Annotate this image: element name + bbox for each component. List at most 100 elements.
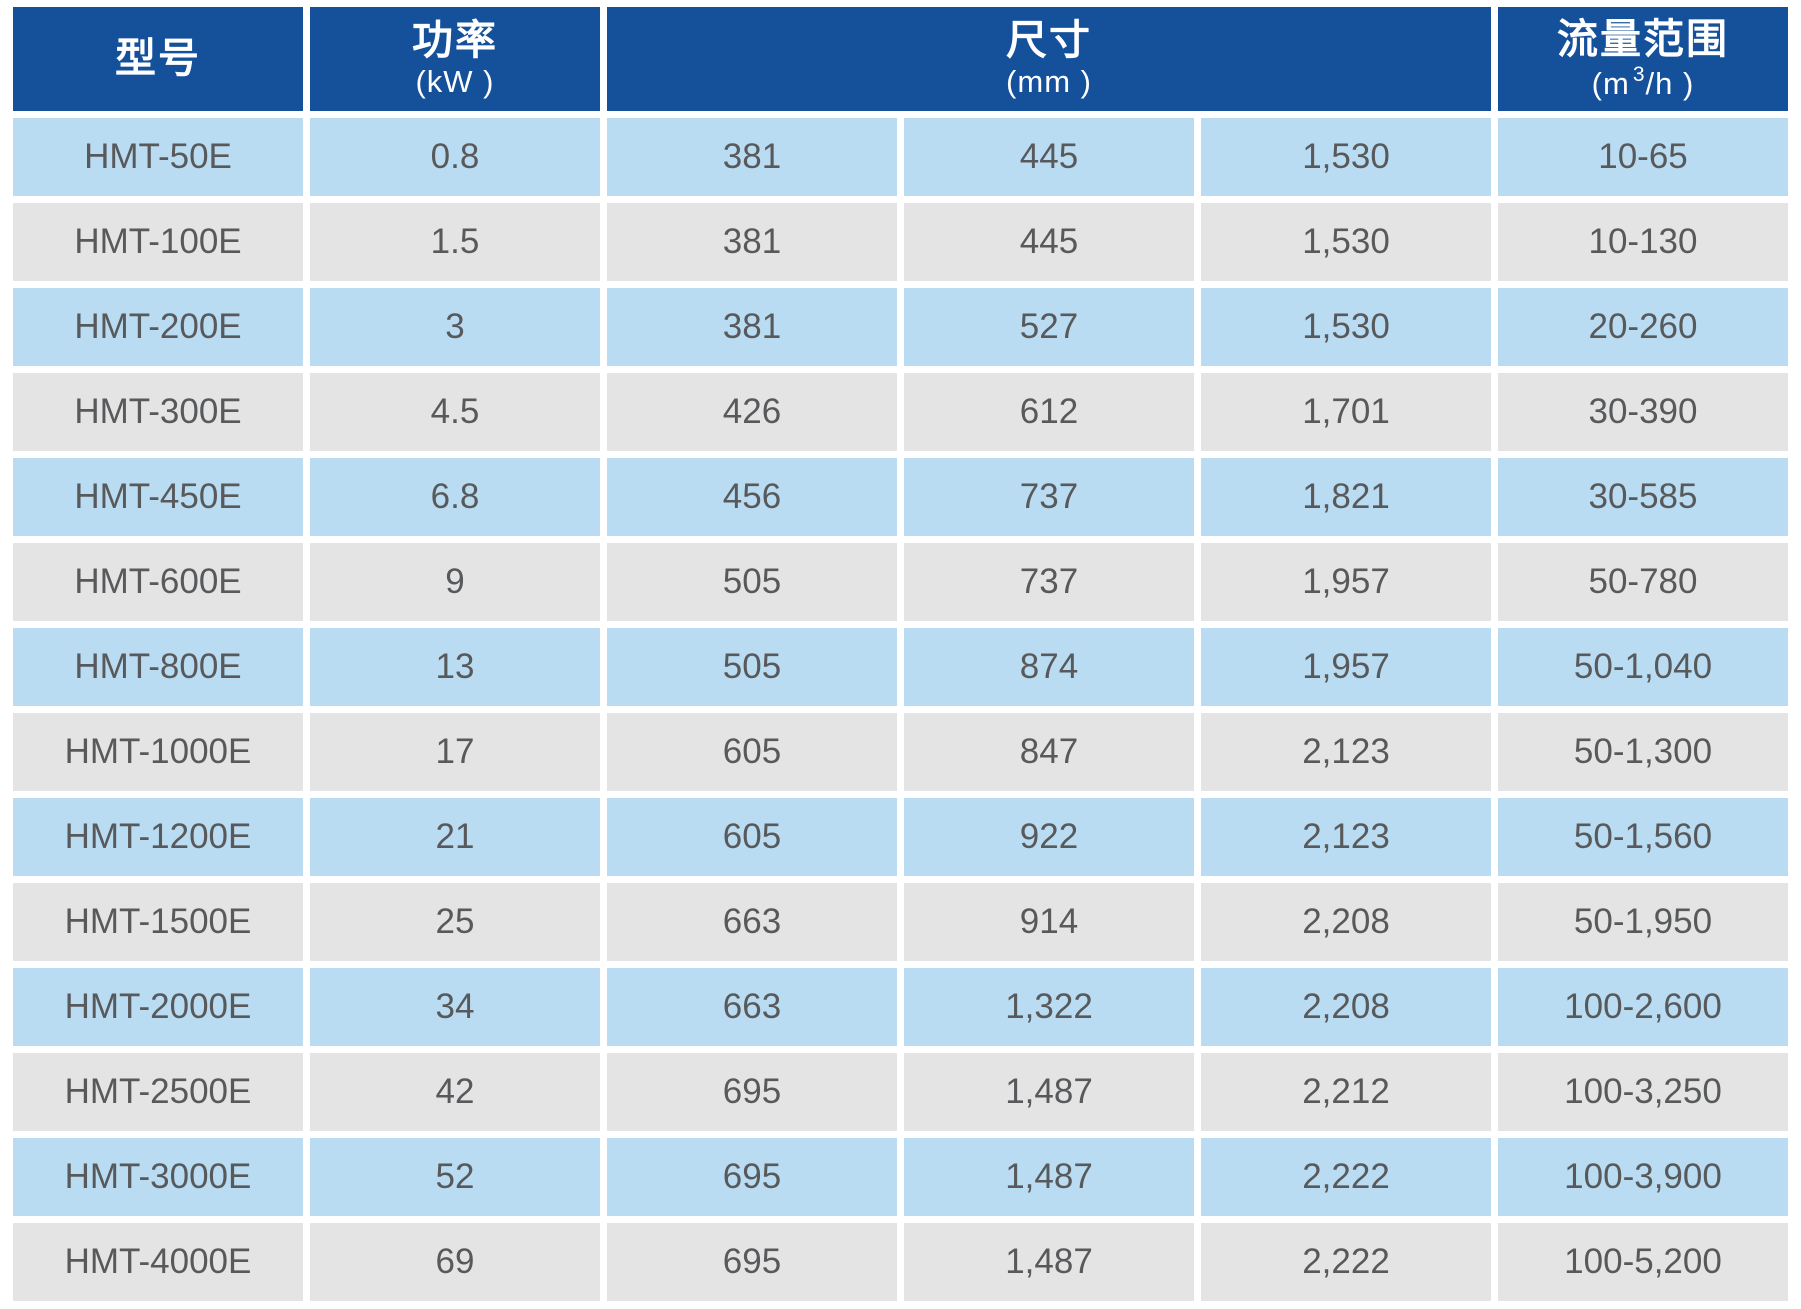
cell-flow: 50-780 [1498,543,1788,621]
cell-model: HMT-450E [13,458,303,536]
cell-flow: 10-65 [1498,118,1788,196]
cell-model: HMT-1000E [13,713,303,791]
cell-dim3: 2,123 [1201,713,1491,791]
cell-dim1: 505 [607,543,897,621]
cell-model: HMT-100E [13,203,303,281]
cell-flow: 20-260 [1498,288,1788,366]
cell-dim3: 2,208 [1201,883,1491,961]
cell-model: HMT-50E [13,118,303,196]
cell-power: 4.5 [310,373,600,451]
cell-dim2: 737 [904,543,1194,621]
col-header-model-label: 型号 [115,35,201,82]
cell-dim3: 2,222 [1201,1223,1491,1301]
cell-dim1: 456 [607,458,897,536]
cell-dim3: 2,222 [1201,1138,1491,1216]
cell-dim2: 922 [904,798,1194,876]
cell-dim1: 605 [607,798,897,876]
cell-flow: 100-3,900 [1498,1138,1788,1216]
cell-dim3: 2,123 [1201,798,1491,876]
cell-power: 21 [310,798,600,876]
cell-model: HMT-300E [13,373,303,451]
cell-power: 69 [310,1223,600,1301]
cell-power: 34 [310,968,600,1046]
cell-model: HMT-2500E [13,1053,303,1131]
cell-dim1: 605 [607,713,897,791]
cell-flow: 50-1,950 [1498,883,1788,961]
cell-model: HMT-3000E [13,1138,303,1216]
cell-dim1: 381 [607,203,897,281]
cell-dim1: 695 [607,1053,897,1131]
table-row: HMT-2000E 34 663 1,322 2,208 100-2,600 [13,968,1788,1046]
cell-dim1: 695 [607,1138,897,1216]
table-row: HMT-600E 9 505 737 1,957 50-780 [13,543,1788,621]
cell-power: 0.8 [310,118,600,196]
flow-unit-superscript: 3 [1632,62,1646,86]
cell-dim1: 505 [607,628,897,706]
cell-dim2: 1,487 [904,1053,1194,1131]
cell-dim3: 1,530 [1201,288,1491,366]
cell-dim2: 847 [904,713,1194,791]
table-row: HMT-100E 1.5 381 445 1,530 10-130 [13,203,1788,281]
cell-power: 25 [310,883,600,961]
cell-dim1: 426 [607,373,897,451]
cell-model: HMT-4000E [13,1223,303,1301]
cell-flow: 30-390 [1498,373,1788,451]
table-row: HMT-1200E 21 605 922 2,123 50-1,560 [13,798,1788,876]
cell-dim3: 1,701 [1201,373,1491,451]
cell-flow: 50-1,300 [1498,713,1788,791]
col-header-power-label: 功率 [412,17,498,64]
col-header-dimensions: 尺寸 (mm ) [607,7,1491,111]
cell-model: HMT-800E [13,628,303,706]
table-row: HMT-2500E 42 695 1,487 2,212 100-3,250 [13,1053,1788,1131]
flow-unit-prefix: (m [1591,65,1630,101]
cell-power: 1.5 [310,203,600,281]
table-row: HMT-1500E 25 663 914 2,208 50-1,950 [13,883,1788,961]
cell-dim1: 381 [607,118,897,196]
cell-flow: 50-1,560 [1498,798,1788,876]
cell-model: HMT-600E [13,543,303,621]
cell-dim1: 663 [607,883,897,961]
cell-dim2: 527 [904,288,1194,366]
cell-dim3: 1,530 [1201,203,1491,281]
cell-model: HMT-1500E [13,883,303,961]
cell-flow: 100-3,250 [1498,1053,1788,1131]
cell-dim3: 2,212 [1201,1053,1491,1131]
table-row: HMT-800E 13 505 874 1,957 50-1,040 [13,628,1788,706]
cell-dim3: 1,957 [1201,628,1491,706]
cell-dim2: 1,487 [904,1223,1194,1301]
cell-power: 42 [310,1053,600,1131]
table-row: HMT-300E 4.5 426 612 1,701 30-390 [13,373,1788,451]
spec-table-container: 型号 功率 (kW ) 尺寸 (mm ) 流量范围 (m 3/h ) HMT-50… [6,0,1795,1308]
cell-flow: 100-2,600 [1498,968,1788,1046]
cell-dim2: 612 [904,373,1194,451]
cell-flow: 50-1,040 [1498,628,1788,706]
cell-power: 3 [310,288,600,366]
col-header-power-unit: (kW ) [415,64,495,100]
cell-dim2: 914 [904,883,1194,961]
cell-dim3: 1,821 [1201,458,1491,536]
col-header-flow-label: 流量范围 [1557,15,1729,62]
col-header-model: 型号 [13,7,303,111]
cell-dim2: 1,322 [904,968,1194,1046]
table-row: HMT-4000E 69 695 1,487 2,222 100-5,200 [13,1223,1788,1301]
spec-table: 型号 功率 (kW ) 尺寸 (mm ) 流量范围 (m 3/h ) HMT-50… [6,0,1795,1308]
col-header-dimensions-label: 尺寸 [1006,17,1092,64]
cell-model: HMT-1200E [13,798,303,876]
cell-flow: 10-130 [1498,203,1788,281]
table-row: HMT-200E 3 381 527 1,530 20-260 [13,288,1788,366]
cell-dim3: 2,208 [1201,968,1491,1046]
table-row: HMT-50E 0.8 381 445 1,530 10-65 [13,118,1788,196]
cell-model: HMT-200E [13,288,303,366]
table-row: HMT-450E 6.8 456 737 1,821 30-585 [13,458,1788,536]
col-header-power: 功率 (kW ) [310,7,600,111]
flow-unit-suffix: /h ) [1645,65,1695,101]
header-row: 型号 功率 (kW ) 尺寸 (mm ) 流量范围 (m 3/h ) [13,7,1788,111]
cell-dim2: 445 [904,203,1194,281]
cell-dim3: 1,957 [1201,543,1491,621]
cell-dim1: 695 [607,1223,897,1301]
col-header-flow-unit: (m 3/h ) [1498,63,1788,102]
cell-dim1: 663 [607,968,897,1046]
cell-dim2: 737 [904,458,1194,536]
cell-model: HMT-2000E [13,968,303,1046]
cell-flow: 30-585 [1498,458,1788,536]
